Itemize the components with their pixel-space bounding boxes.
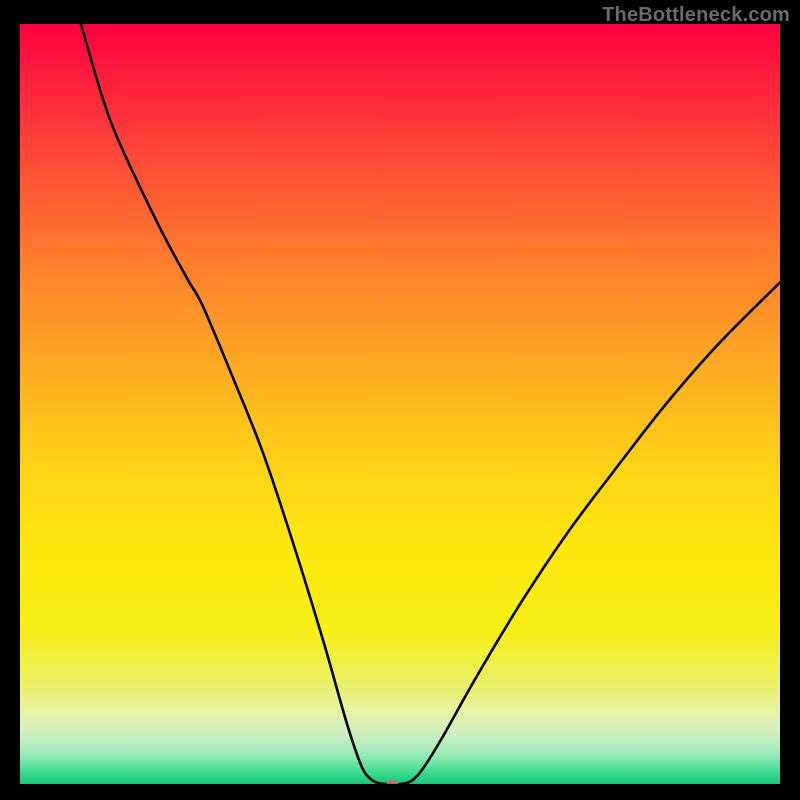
bottleneck-chart <box>20 24 780 784</box>
watermark-text: TheBottleneck.com <box>602 4 790 27</box>
chart-frame: TheBottleneck.com <box>0 0 800 800</box>
plot-area <box>20 24 780 784</box>
